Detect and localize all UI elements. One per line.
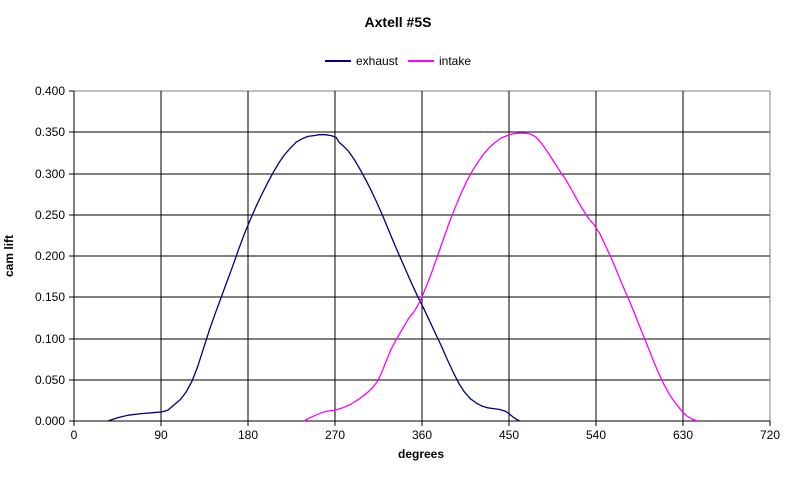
x-tick-label: 90 xyxy=(154,428,168,442)
x-tick-label: 630 xyxy=(672,428,694,442)
x-axis-title: degrees xyxy=(397,447,445,461)
y-tick-label: 0.100 xyxy=(34,332,65,346)
legend-label-intake: intake xyxy=(439,54,472,68)
exhaust-line-swatch xyxy=(324,60,351,62)
intake-line-swatch xyxy=(408,60,434,62)
x-tick-label: 540 xyxy=(585,428,607,442)
legend-item-intake[interactable]: intake xyxy=(408,54,471,68)
chart-title: Axtell #5S xyxy=(364,14,432,30)
legend-item-exhaust[interactable]: exhaust xyxy=(324,54,398,68)
x-tick-label: 720 xyxy=(759,428,781,442)
y-tick-label: 0.400 xyxy=(34,84,65,98)
y-tick-label: 0.200 xyxy=(34,249,65,263)
y-tick-label: 0.150 xyxy=(34,290,65,304)
y-tick-label: 0.350 xyxy=(34,125,65,139)
x-tick-label: 180 xyxy=(237,428,259,442)
x-tick-label: 450 xyxy=(498,428,520,442)
x-tick-label: 0 xyxy=(70,428,78,442)
legend: exhaust intake xyxy=(0,54,796,68)
legend-label-exhaust: exhaust xyxy=(355,54,398,68)
x-tick-label: 270 xyxy=(324,428,346,442)
y-tick-label: 0.000 xyxy=(34,414,65,428)
exhaust-series-line[interactable] xyxy=(107,134,520,422)
x-tick-label: 360 xyxy=(411,428,433,442)
y-tick-label: 0.250 xyxy=(34,208,65,222)
intake-series-line[interactable] xyxy=(303,132,698,422)
y-tick-label: 0.300 xyxy=(34,167,65,181)
y-tick-label: 0.050 xyxy=(34,373,65,387)
